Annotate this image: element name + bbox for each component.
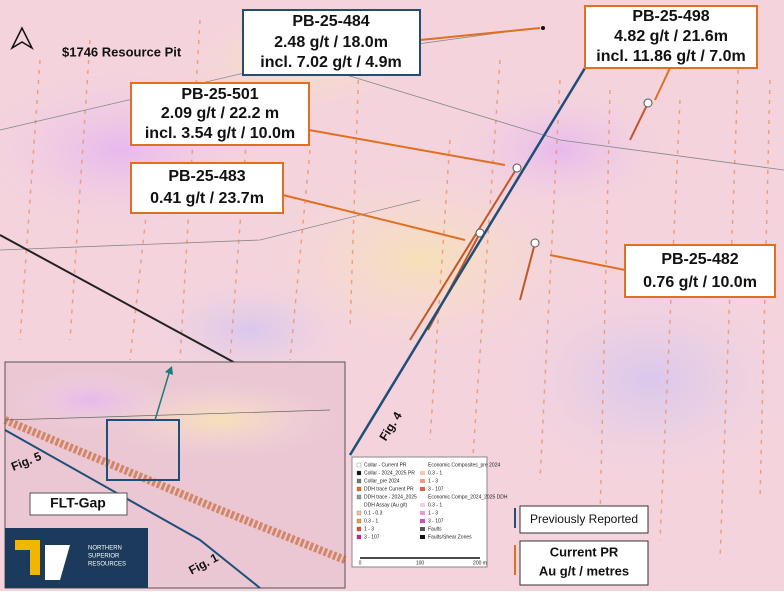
legend-label: Economic Composites_pre 2024	[428, 462, 500, 468]
legend-label: 0.1 - 0.3	[364, 510, 383, 516]
legend-swatch	[420, 471, 425, 475]
logo-text: NORTHERN	[88, 546, 122, 552]
grade: 0.76 g/t / 10.0m	[643, 274, 757, 291]
legend-label: 0.3 - 1	[428, 470, 442, 476]
legend-swatch	[356, 470, 362, 476]
legend-label: Economic Compo_2024_2025 DDH	[428, 494, 508, 500]
callout: PB-25-484 2.48 g/t / 18.0m incl. 7.02 g/…	[242, 9, 421, 76]
legend-swatch	[420, 511, 425, 515]
grade: 4.82 g/t / 21.6m	[614, 28, 728, 45]
hole-id: PB-25-501	[181, 86, 258, 103]
leaders	[282, 27, 671, 271]
key: Previously Reported Current PR Au g/t / …	[514, 505, 649, 586]
legend-swatch	[356, 486, 362, 492]
fault-label: FLT-Gap	[50, 495, 106, 511]
legend-label: 3 - 107	[428, 486, 444, 492]
scale-label: 0	[359, 560, 362, 566]
grade: 0.41 g/t / 23.7m	[150, 190, 264, 207]
grade: incl. 11.86 g/t / 7.0m	[596, 48, 745, 65]
legend-swatch	[356, 478, 362, 484]
legend-swatch	[420, 503, 425, 507]
legend-label: DDH trace - 2024_2025	[364, 494, 417, 500]
legend-label: Collar_pre 2024	[364, 478, 400, 484]
hole-id: PB-25-484	[292, 13, 369, 30]
legend-swatch	[356, 494, 362, 500]
legend-swatch	[420, 519, 425, 523]
legend-label: 3 - 107	[364, 534, 380, 540]
grade: incl. 7.02 g/t / 4.9m	[260, 54, 401, 71]
hole-id: PB-25-498	[632, 8, 709, 25]
legend: Collar - Current PR Collar - 2024_2025 PR…	[351, 456, 508, 568]
legend-label: 0.3 - 1	[428, 502, 442, 508]
legend-label: DDH Assay (Au g/t)	[364, 502, 408, 508]
key-current: Current PR	[550, 544, 619, 559]
legend-label: 1 - 3	[428, 510, 438, 516]
logo: NORTHERN SUPERIOR RESOURCES	[5, 528, 148, 588]
grade: 2.48 g/t / 18.0m	[274, 34, 388, 51]
grade: 2.09 g/t / 22.2 m	[161, 105, 279, 122]
scale-label: 200 m	[473, 560, 487, 566]
legend-swatch	[356, 526, 362, 532]
legend-label: Collar - Current PR	[364, 462, 407, 468]
hole-id: PB-25-482	[661, 251, 738, 268]
callout: PB-25-482 0.76 g/t / 10.0m	[624, 244, 776, 298]
logo-text: SUPERIOR	[88, 554, 120, 560]
callout: PB-25-483 0.41 g/t / 23.7m	[130, 162, 284, 214]
legend-swatch	[356, 462, 362, 468]
legend-swatch	[356, 534, 362, 540]
legend-label: Faults	[428, 526, 442, 532]
key-units: Au g/t / metres	[539, 563, 629, 578]
legend-swatch	[420, 527, 425, 531]
legend-swatch	[420, 479, 425, 483]
key-previous: Previously Reported	[530, 512, 638, 526]
collars	[475, 98, 653, 248]
logo-text: RESOURCES	[88, 562, 126, 568]
legend-label: 1 - 3	[364, 526, 374, 532]
section-line	[348, 39, 604, 456]
legend-label: DDH trace Current PR	[364, 486, 414, 492]
grade: incl. 3.54 g/t / 10.0m	[145, 125, 295, 142]
legend-swatch	[356, 518, 362, 524]
callout: PB-25-498 4.82 g/t / 21.6m incl. 11.86 g…	[584, 5, 758, 69]
drill-traces	[19, 19, 771, 561]
callout: PB-25-501 2.09 g/t / 22.2 m incl. 3.54 g…	[130, 82, 310, 146]
legend-label: 0.3 - 1	[364, 518, 378, 524]
legend-swatch	[420, 535, 425, 539]
legend-swatch	[420, 487, 425, 491]
pit-label: $1746 Resource Pit	[62, 44, 182, 59]
collar	[541, 26, 545, 30]
north-arrow	[10, 26, 34, 50]
legend-label: 3 - 107	[428, 518, 444, 524]
fault-box	[29, 492, 128, 516]
scale-label: 100	[416, 560, 425, 566]
legend-label: Collar - 2024_2025 PR	[364, 470, 415, 476]
legend-swatch	[356, 510, 362, 516]
hole-id: PB-25-483	[168, 168, 245, 185]
legend-label: 1 - 3	[428, 478, 438, 484]
legend-label: Faults/Shear Zones	[428, 534, 472, 540]
